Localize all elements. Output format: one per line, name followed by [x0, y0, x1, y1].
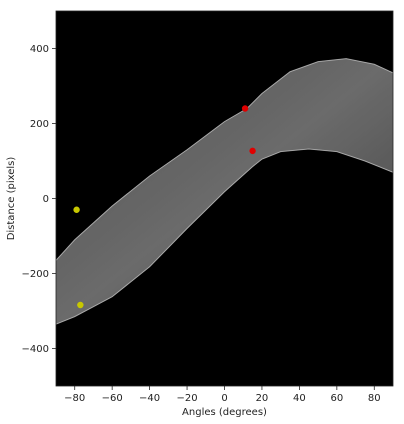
y-axis-ticks: −400 −200 0 200 400 [22, 44, 56, 355]
x-axis-ticks: −80 −60 −40 −20 0 20 40 60 80 [64, 386, 381, 404]
x-axis-label: Angles (degrees) [182, 407, 267, 418]
peak-marker-red-2 [249, 147, 256, 155]
y-tick-label: 0 [43, 194, 49, 205]
y-tick-label: −200 [22, 269, 49, 280]
y-tick-label: 200 [30, 119, 49, 130]
x-tick-label: 40 [293, 393, 306, 404]
band-upper-edge-0 [56, 148, 393, 325]
peak-marker-red-3 [241, 105, 249, 112]
peak-marker-yellow-0 [77, 301, 84, 309]
data-layer [56, 58, 393, 325]
x-tick-label: 20 [256, 393, 269, 404]
y-tick-label: 400 [30, 44, 49, 55]
x-tick-label: 80 [368, 393, 381, 404]
x-tick-label: −40 [139, 393, 160, 404]
x-tick-label: −60 [102, 393, 123, 404]
x-tick-label: −80 [64, 393, 85, 404]
x-tick-label: 60 [330, 393, 343, 404]
y-axis-label: Distance (pixels) [6, 157, 17, 241]
x-tick-label: 0 [221, 393, 227, 404]
x-tick-label: −20 [177, 393, 198, 404]
y-tick-label: −400 [22, 344, 49, 355]
peak-marker-yellow-1 [73, 206, 80, 213]
